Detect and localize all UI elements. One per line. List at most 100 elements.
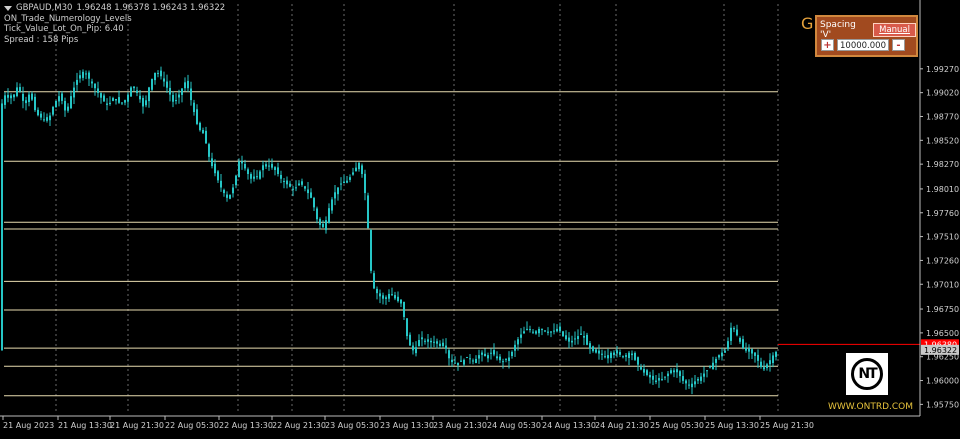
price-tick-label: 1.97260: [926, 256, 959, 265]
candle-body: [19, 87, 21, 92]
candle-body: [664, 376, 666, 378]
candle-body: [268, 165, 270, 167]
minus-button[interactable]: -: [892, 39, 905, 51]
manual-mode-button[interactable]: Manual: [873, 23, 916, 37]
candle-body: [403, 302, 405, 317]
candle-body: [526, 328, 528, 330]
candle-body: [409, 334, 411, 346]
candle-body: [73, 87, 75, 98]
candle-body: [382, 295, 384, 299]
candle-body: [478, 355, 480, 359]
candle-body: [505, 358, 507, 360]
time-tick-label: 25 Aug 13:30: [705, 421, 759, 430]
candle-body: [475, 358, 477, 364]
candle-body: [721, 352, 723, 357]
candle-body: [529, 329, 531, 331]
symbol-line[interactable]: GBPAUD,M30 1.96248 1.96378 1.96243 1.963…: [4, 3, 225, 14]
candle-body: [349, 177, 351, 180]
candle-body: [607, 355, 609, 359]
candle-body: [118, 97, 120, 103]
candle-body: [502, 361, 504, 363]
candle-body: [658, 378, 660, 381]
candle-body: [1, 103, 3, 351]
candle-body: [208, 144, 210, 157]
candle-body: [748, 347, 750, 352]
candle-body: [37, 109, 39, 116]
price-tick-label: 1.97760: [926, 209, 959, 218]
candle-body: [412, 345, 414, 351]
candle-body: [442, 342, 444, 347]
time-tick-label: 22 Aug 13:30: [219, 421, 273, 430]
candle-body: [91, 81, 93, 84]
candle-body: [766, 364, 768, 369]
candle-body: [316, 208, 318, 220]
candle-body: [355, 167, 357, 172]
candle-body: [652, 375, 654, 380]
candle-body: [31, 93, 33, 100]
candle-body: [565, 335, 567, 340]
candle-body: [667, 373, 669, 377]
candle-body: [28, 94, 30, 103]
candle-body: [226, 194, 228, 198]
chart-info: GBPAUD,M30 1.96248 1.96378 1.96243 1.963…: [4, 3, 225, 45]
candle-body: [262, 165, 264, 171]
axes: 1.99270 1.99020 1.98770 1.98520 1.98270 1.980…: [0, 0, 959, 430]
candle-body: [484, 353, 486, 357]
candle-body: [487, 355, 489, 359]
candle-body: [94, 83, 96, 89]
logo-text: NT: [858, 366, 877, 382]
website-label: WWW.ONTRD.COM: [828, 402, 914, 412]
candle-body: [55, 100, 57, 108]
time-tick-label: 21 Aug 13:30: [58, 421, 112, 430]
candle-body: [124, 100, 126, 103]
candle-body: [271, 163, 273, 168]
candle-body: [7, 94, 9, 98]
candle-body: [724, 350, 726, 353]
candle-body: [655, 380, 657, 383]
candle-body: [583, 335, 585, 338]
price-tick-label: 1.96500: [926, 329, 959, 338]
red-price-tag: [921, 339, 959, 350]
indicator-name: ON_Trade_Numerology_Levels: [4, 13, 132, 24]
candle-body: [370, 230, 372, 271]
candle-body: [718, 355, 720, 358]
candle-body: [46, 117, 48, 121]
candle-body: [322, 223, 324, 228]
candle-body: [508, 357, 510, 361]
candle-body: [451, 359, 453, 363]
dropdown-triangle-icon[interactable]: [4, 5, 12, 11]
candle-body: [586, 334, 588, 345]
candle-body: [115, 99, 117, 101]
candle-body: [277, 167, 279, 174]
time-tick-label: 22 Aug 05:30: [165, 421, 219, 430]
candle-body: [358, 162, 360, 170]
candle-body: [445, 345, 447, 349]
candle-body: [538, 328, 540, 334]
symbol-label: GBPAUD,M30: [16, 3, 73, 13]
plus-button[interactable]: +: [821, 39, 834, 51]
candle-body: [121, 102, 123, 104]
candle-body: [301, 181, 303, 185]
candle-body: [379, 293, 381, 297]
candle-body: [625, 355, 627, 357]
spacing-label: Spacing 'V': [820, 20, 856, 40]
ohlc-values: 1.96248 1.96378 1.96243 1.96322: [76, 3, 226, 13]
candle-body: [205, 130, 207, 144]
candle-body: [169, 87, 171, 95]
spacing-value-field[interactable]: 10000.000: [837, 39, 889, 51]
candle-body: [196, 109, 198, 124]
candle-body: [682, 376, 684, 381]
candle-body: [772, 355, 774, 364]
candle-body: [16, 87, 18, 97]
candle-body: [493, 350, 495, 355]
candle-body: [454, 362, 456, 364]
candle-body: [499, 356, 501, 361]
candle-body: [142, 97, 144, 107]
candle-body: [61, 93, 63, 101]
candle-body: [106, 103, 108, 105]
candle-body: [697, 378, 699, 381]
candle-body: [562, 331, 564, 337]
price-tick-label: 1.99270: [926, 65, 959, 74]
